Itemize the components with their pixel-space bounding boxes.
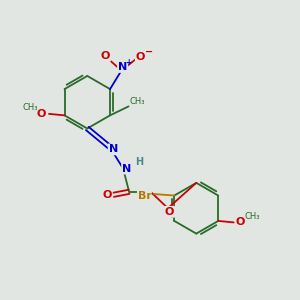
Text: +: + [125, 58, 131, 67]
Text: H: H [136, 157, 144, 167]
Text: Br: Br [137, 190, 152, 200]
Text: N: N [109, 144, 118, 154]
Text: O: O [102, 190, 112, 200]
Text: O: O [136, 52, 145, 62]
Text: O: O [37, 109, 46, 119]
Text: −: − [145, 47, 153, 57]
Text: CH₃: CH₃ [23, 103, 38, 112]
Text: CH₃: CH₃ [129, 97, 145, 106]
Text: N: N [118, 62, 127, 72]
Text: O: O [236, 218, 245, 227]
Text: N: N [122, 164, 131, 173]
Text: O: O [165, 207, 174, 217]
Text: O: O [101, 51, 110, 61]
Text: CH₃: CH₃ [244, 212, 260, 221]
